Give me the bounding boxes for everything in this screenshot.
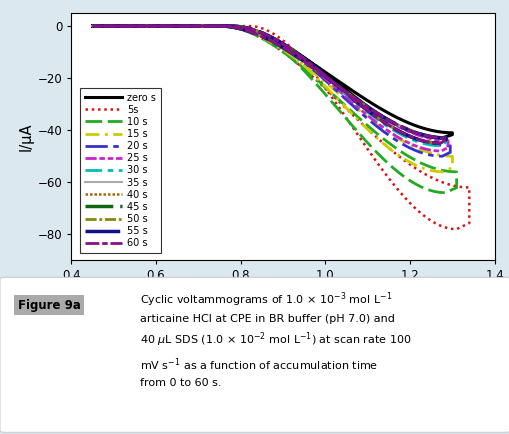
Y-axis label: I/μA: I/μA xyxy=(18,122,34,151)
Text: Cyclic voltammograms of 1.0 $\times$ 10$^{-3}$ mol L$^{-1}$
articaine HCl at CPE: Cyclic voltammograms of 1.0 $\times$ 10$… xyxy=(140,290,411,388)
FancyBboxPatch shape xyxy=(0,277,509,432)
X-axis label: E/V: E/V xyxy=(270,286,295,302)
Text: Figure 9a: Figure 9a xyxy=(18,299,80,312)
Legend: zero s, 5s, 10 s, 15 s, 20 s, 25 s, 30 s, 35 s, 40 s, 45 s, 50 s, 55 s, 60 s: zero s, 5s, 10 s, 15 s, 20 s, 25 s, 30 s… xyxy=(80,88,160,253)
